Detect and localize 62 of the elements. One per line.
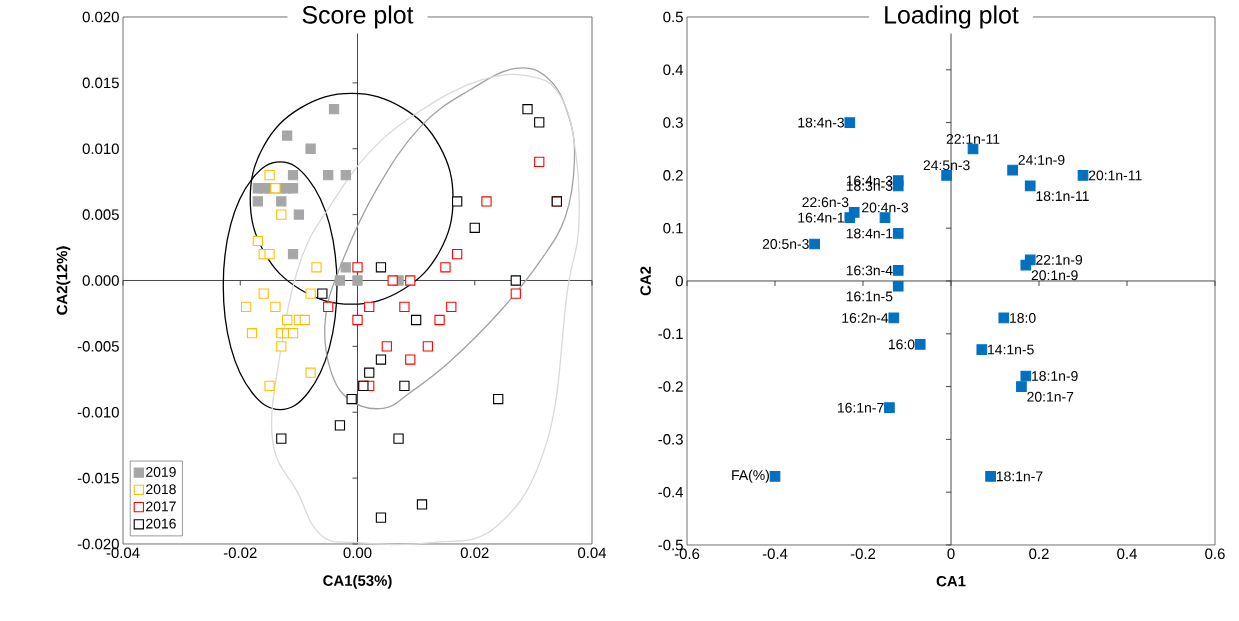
y-tick-label: 0 xyxy=(675,275,683,287)
x-tick-label: 0.2 xyxy=(1029,548,1049,560)
annotation: 20:1n-11 xyxy=(1088,170,1142,181)
x-tick-label: 0 xyxy=(947,548,955,560)
y-tick-label: -0.005 xyxy=(77,341,119,352)
y-tick-label: 0.1 xyxy=(663,222,683,234)
y-tick-label: -0.010 xyxy=(77,406,119,418)
chart-title: Score plot xyxy=(302,5,414,29)
y-tick-label: 0.020 xyxy=(82,11,119,23)
annotation: FA(%) xyxy=(732,469,769,483)
x-tick-label: 0.04 xyxy=(578,547,607,559)
annotation: 24:5n-3 xyxy=(923,160,970,171)
annotation: 20:1n-7 xyxy=(1027,391,1074,402)
y-tick-label: 0.015 xyxy=(82,77,119,89)
y-tick-label: 0.2 xyxy=(663,170,683,181)
annotation: 20:5n-3 xyxy=(762,239,809,249)
y-tick-label: -0.4 xyxy=(658,486,684,498)
x-tick-label: 0.00 xyxy=(343,547,372,559)
annotation: 22:1n-11 xyxy=(946,134,1000,144)
x-tick-label: -0.2 xyxy=(850,548,876,560)
x-tick-label: 0.02 xyxy=(460,547,489,559)
annotation: 24:1n-9 xyxy=(1018,155,1065,165)
annotation: 22:6n-3 xyxy=(802,197,849,208)
chart-title: Loading plot xyxy=(885,5,1019,29)
annotation: 20:4n-3 xyxy=(862,202,909,213)
legend-label: 2019 xyxy=(146,467,176,477)
x-tick-label: 0.6 xyxy=(1205,548,1225,560)
annotation: 18:0 xyxy=(1010,312,1036,323)
legend-label: 2018 xyxy=(146,484,176,495)
y-axis-title: CA2(12%) xyxy=(56,246,71,315)
x-axis-title: CA1 xyxy=(936,575,966,587)
x-axis-title: CA1(53%) xyxy=(323,574,392,589)
annotation: 20:1n-9 xyxy=(1031,270,1078,281)
annotation: 18:1n-7 xyxy=(996,471,1043,482)
y-tick-label: 0.3 xyxy=(663,117,683,128)
y-tick-label: -0.1 xyxy=(658,328,683,340)
x-tick-label: -0.4 xyxy=(762,548,788,560)
x-tick-label: -0.02 xyxy=(223,547,257,559)
y-tick-label: -0.3 xyxy=(658,434,683,445)
annotation: 16:3n-4 xyxy=(846,265,893,276)
x-tick-label: 0.4 xyxy=(1117,548,1137,560)
annotation: 22:1n-9 xyxy=(1036,254,1083,265)
y-tick-label: 0.005 xyxy=(82,209,119,220)
annotation: 16:0 xyxy=(888,339,915,350)
legend-label: 2016 xyxy=(146,518,176,529)
annotation: 16:4n-1 xyxy=(798,212,844,223)
y-axis-title: CA2 xyxy=(640,266,651,296)
annotation: 18:4n-3 xyxy=(798,117,844,128)
y-tick-label: 0.4 xyxy=(663,64,684,76)
annotation: 18:4n-1 xyxy=(846,228,893,239)
annotation: 14:1n-5 xyxy=(988,344,1034,355)
annotation: 18:1n-11 xyxy=(1036,191,1089,202)
annotation: 16:1n-5 xyxy=(846,291,893,302)
annotation: 16:2n-4 xyxy=(842,312,889,323)
y-tick-label: 0.010 xyxy=(82,143,119,155)
annotation: 18:1n-9 xyxy=(1032,371,1078,381)
legend-label: 2017 xyxy=(146,501,176,512)
y-tick-label: 0.000 xyxy=(82,275,119,286)
y-tick-label: 0.5 xyxy=(663,11,683,23)
y-tick-label: -0.2 xyxy=(658,381,683,392)
annotation: 16:1n-7 xyxy=(837,402,884,413)
y-tick-label: -0.015 xyxy=(77,472,119,484)
